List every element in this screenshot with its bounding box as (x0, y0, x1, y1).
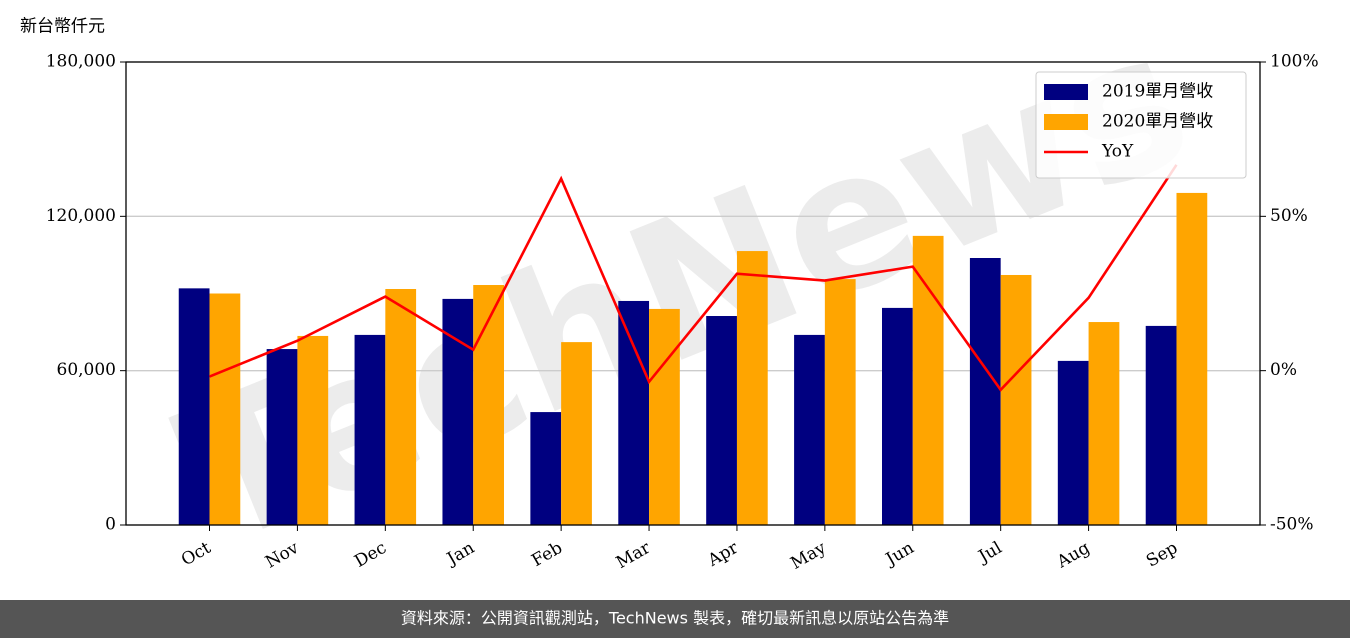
bar (649, 308, 680, 525)
x-tick-label: Dec (351, 538, 390, 572)
plot-frame (125, 61, 1261, 526)
bar (209, 293, 241, 525)
bar (736, 251, 768, 525)
bar (178, 288, 210, 525)
x-tick-label: Sep (1143, 538, 1181, 572)
bar (354, 334, 386, 525)
y2-tick-label: 0% (1270, 360, 1297, 380)
bar (969, 258, 1001, 525)
bar (1057, 360, 1089, 525)
bar (530, 412, 562, 525)
x-tick-label: Mar (613, 537, 655, 573)
bar (794, 334, 825, 525)
y2-tick-label: -50% (1270, 515, 1314, 535)
footer-text: 資料來源：公開資訊觀測站，TechNews 製表，確切最新訊息以原站公告為準 (401, 609, 949, 628)
bar (473, 285, 504, 525)
y-tick-label: 180,000 (46, 52, 116, 72)
x-tick-label: Apr (704, 537, 743, 571)
legend-label: 2019單月營收 (1102, 82, 1213, 102)
bar (266, 349, 298, 525)
bar (1000, 274, 1032, 525)
bar (882, 307, 913, 525)
bar (385, 288, 417, 525)
bar (1176, 192, 1208, 525)
bar (1145, 325, 1177, 525)
bar (824, 279, 856, 525)
legend-swatch (1044, 84, 1088, 100)
y-tick-label: 120,000 (46, 206, 116, 226)
bar (297, 335, 329, 525)
bar (442, 298, 474, 525)
x-tick-label: Jun (881, 538, 918, 571)
y-tick-label: 0 (105, 515, 116, 535)
bar (912, 235, 944, 526)
y-axis-label: 新台幣仟元 (20, 17, 105, 37)
y2-tick-label: 50% (1270, 206, 1308, 226)
legend-box (1035, 71, 1247, 179)
x-tick-label: Jan (442, 538, 478, 570)
bar (1088, 322, 1120, 525)
legend-swatch (1044, 114, 1088, 130)
line (209, 164, 1178, 392)
x-tick-label: Oct (178, 538, 214, 571)
y2-tick-label: 100% (1270, 52, 1319, 72)
bar (561, 342, 592, 525)
x-tick-label: May (787, 538, 830, 574)
bar (618, 300, 650, 525)
legend-label: 2020單月營收 (1102, 112, 1213, 132)
legend-label: YoY (1101, 142, 1134, 162)
x-tick-label: Feb (528, 538, 566, 571)
y-tick-label: 60,000 (57, 360, 116, 380)
x-tick-label: Aug (1053, 538, 1094, 573)
bar (706, 316, 737, 525)
footer-bar (0, 600, 1350, 638)
x-tick-label: Jul (974, 538, 1006, 568)
